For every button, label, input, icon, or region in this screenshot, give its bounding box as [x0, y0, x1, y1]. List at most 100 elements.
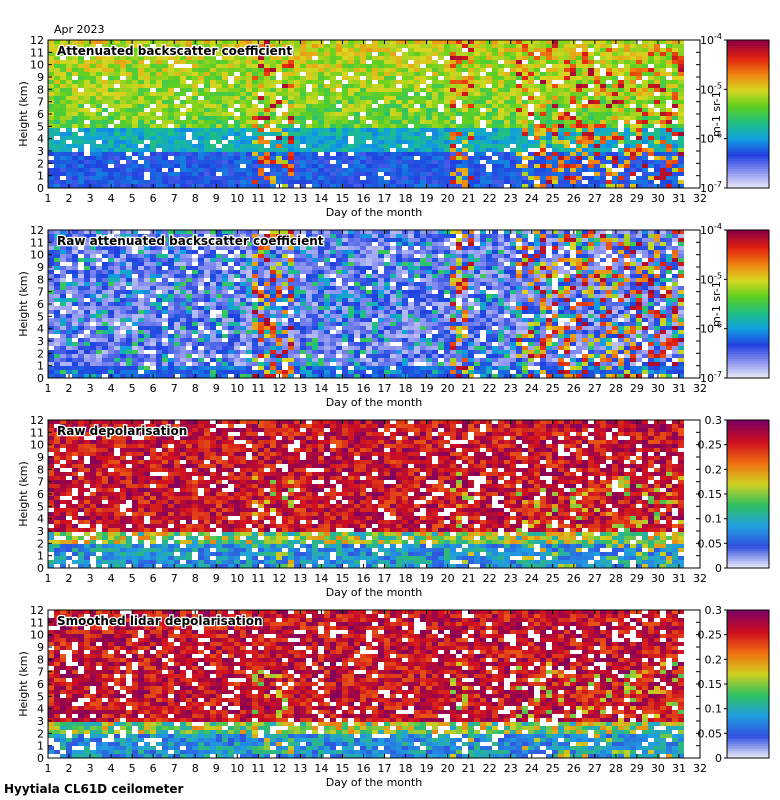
colorbar: 10-710-610-510-4m-1 sr-1 — [700, 32, 770, 195]
x-tick-label: 4 — [108, 192, 115, 205]
y-tick-label: 11 — [30, 426, 44, 439]
x-tick-label: 25 — [546, 762, 560, 775]
y-tick-label: 3 — [37, 335, 44, 348]
colorbar-unit-label: m-1 sr-1 — [710, 91, 723, 137]
x-tick-label: 12 — [272, 762, 286, 775]
y-tick-label: 2 — [37, 157, 44, 170]
x-tick-label: 4 — [108, 382, 115, 395]
colorbar-tick-label: 0.2 — [705, 653, 723, 666]
x-tick-label: 24 — [525, 192, 539, 205]
colorbar-tick-label: 10-4 — [700, 32, 722, 47]
x-tick-label: 5 — [129, 572, 136, 585]
x-tick-label: 16 — [356, 762, 370, 775]
x-tick-label: 26 — [567, 192, 581, 205]
x-tick-label: 1 — [45, 762, 52, 775]
x-tick-label: 17 — [378, 382, 392, 395]
x-tick-label: 12 — [272, 572, 286, 585]
x-tick-label: 19 — [420, 762, 434, 775]
x-tick-label: 7 — [171, 382, 178, 395]
x-tick-label: 17 — [378, 572, 392, 585]
x-tick-label: 21 — [462, 192, 476, 205]
heatmap-raster — [48, 610, 684, 758]
x-tick-label: 5 — [129, 192, 136, 205]
y-tick-label: 6 — [37, 488, 44, 501]
y-tick-label: 2 — [37, 537, 44, 550]
x-tick-label: 6 — [150, 192, 157, 205]
x-tick-label: 5 — [129, 762, 136, 775]
colorbar-tick-label: 0.15 — [698, 488, 723, 501]
x-tick-label: 30 — [651, 192, 665, 205]
colorbar-tick-label: 0.15 — [698, 678, 723, 691]
colorbar-tick-label: 0 — [715, 562, 722, 575]
panel-4: 1 2 3 4 5 6 7 8 9 10 11 12 13 14 15 16 17 18 19 20 21 22 23 24 2… — [17, 604, 770, 789]
x-tick-label: 19 — [420, 382, 434, 395]
y-tick-label: 0 — [37, 372, 44, 385]
x-tick-label: 8 — [192, 382, 199, 395]
y-tick-label: 8 — [37, 463, 44, 476]
colorbar-frame — [726, 229, 770, 379]
y-tick-label: 9 — [37, 451, 44, 464]
x-tick-label: 11 — [251, 192, 265, 205]
x-tick-label: 27 — [588, 382, 602, 395]
y-tick-label: 12 — [30, 34, 44, 47]
x-tick-label: 22 — [483, 192, 497, 205]
colorbar-tick-label: 10-4 — [700, 222, 722, 237]
x-tick-label: 12 — [272, 382, 286, 395]
x-tick-label: 29 — [630, 192, 644, 205]
date-label: Apr 2023 — [54, 23, 105, 36]
y-tick-label: 7 — [37, 476, 44, 489]
panel-3: 1 2 3 4 5 6 7 8 9 10 11 12 13 14 15 16 17 18 19 20 21 22 23 24 2… — [17, 414, 770, 599]
y-tick-label: 3 — [37, 525, 44, 538]
x-tick-label: 10 — [230, 572, 244, 585]
x-tick-label: 18 — [399, 382, 413, 395]
x-tick-label: 13 — [293, 762, 307, 775]
x-axis-label: Day of the month — [326, 776, 423, 789]
y-tick-label: 11 — [30, 616, 44, 629]
footer-label: Hyytiala CL61D ceilometer — [4, 782, 184, 796]
heatmap-raster — [48, 230, 684, 378]
y-axis-label: Height (km) — [17, 651, 30, 717]
y-tick-label: 7 — [37, 666, 44, 679]
colorbar: 0 0.05 0.1 0.15 0.2 0.25 0.3 — [698, 604, 770, 765]
y-tick-label: 10 — [30, 439, 44, 452]
x-tick-label: 1 — [45, 572, 52, 585]
x-tick-label: 29 — [630, 382, 644, 395]
x-tick-label: 32 — [693, 192, 707, 205]
x-tick-label: 10 — [230, 192, 244, 205]
x-tick-label: 14 — [314, 382, 328, 395]
x-tick-label: 4 — [108, 572, 115, 585]
x-tick-label: 32 — [693, 762, 707, 775]
colorbar-tick-label: 0.25 — [698, 629, 723, 642]
x-tick-label: 17 — [378, 192, 392, 205]
x-tick-label: 24 — [525, 762, 539, 775]
y-tick-label: 0 — [37, 182, 44, 195]
x-tick-label: 16 — [356, 192, 370, 205]
x-tick-label: 2 — [66, 192, 73, 205]
x-tick-label: 6 — [150, 762, 157, 775]
y-tick-label: 6 — [37, 678, 44, 691]
panels: 1 2 3 4 5 6 7 8 9 10 11 12 13 14 15 16 17 18 19 20 21 22 23 24 2… — [17, 32, 770, 789]
colorbar-tick-label: 0.1 — [705, 703, 723, 716]
y-tick-label: 7 — [37, 286, 44, 299]
x-tick-label: 23 — [504, 192, 518, 205]
y-tick-label: 10 — [30, 629, 44, 642]
x-tick-label: 22 — [483, 382, 497, 395]
x-tick-label: 21 — [462, 572, 476, 585]
x-tick-label: 32 — [693, 572, 707, 585]
colorbar-tick-label: 0.3 — [705, 414, 723, 427]
y-tick-label: 12 — [30, 224, 44, 237]
x-tick-label: 28 — [609, 572, 623, 585]
x-tick-label: 20 — [441, 382, 455, 395]
colorbar-frame — [726, 39, 770, 189]
x-tick-label: 21 — [462, 382, 476, 395]
x-tick-label: 1 — [45, 192, 52, 205]
colorbar-tick-label: 0.3 — [705, 604, 723, 617]
y-tick-label: 8 — [37, 273, 44, 286]
x-tick-label: 25 — [546, 382, 560, 395]
colorbar: 0 0.05 0.1 0.15 0.2 0.25 0.3 — [698, 414, 770, 575]
x-tick-label: 26 — [567, 382, 581, 395]
colorbar-tick-label: 0.1 — [705, 513, 723, 526]
heatmap-raster — [48, 40, 684, 188]
colorbar-tick-label: 10-7 — [700, 180, 722, 195]
y-axis-label: Height (km) — [17, 271, 30, 337]
